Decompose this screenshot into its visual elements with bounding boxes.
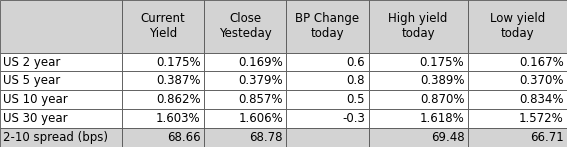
Text: 68.66: 68.66 xyxy=(167,131,201,144)
Text: 0.169%: 0.169% xyxy=(238,56,283,69)
Bar xyxy=(204,53,286,71)
Text: 0.6: 0.6 xyxy=(346,56,365,69)
Text: 0.870%: 0.870% xyxy=(420,93,464,106)
Text: 1.618%: 1.618% xyxy=(420,112,464,125)
Bar xyxy=(0,71,122,90)
Text: -0.3: -0.3 xyxy=(342,112,365,125)
Text: High yield
today: High yield today xyxy=(388,12,448,40)
Bar xyxy=(0,0,122,53)
Bar xyxy=(468,128,567,147)
Bar xyxy=(468,90,567,109)
Bar xyxy=(0,90,122,109)
Bar xyxy=(468,71,567,90)
Bar xyxy=(286,109,369,128)
Bar xyxy=(204,71,286,90)
Text: US 30 year: US 30 year xyxy=(3,112,68,125)
Bar xyxy=(369,109,468,128)
Bar xyxy=(122,71,204,90)
Text: 0.857%: 0.857% xyxy=(239,93,283,106)
Bar xyxy=(204,128,286,147)
Bar xyxy=(369,128,468,147)
Text: US 2 year: US 2 year xyxy=(3,56,61,69)
Bar xyxy=(468,53,567,71)
Text: 0.175%: 0.175% xyxy=(420,56,464,69)
Bar xyxy=(286,128,369,147)
Bar xyxy=(204,109,286,128)
Text: 0.8: 0.8 xyxy=(346,74,365,87)
Text: 0.862%: 0.862% xyxy=(156,93,201,106)
Text: 1.606%: 1.606% xyxy=(238,112,283,125)
Bar xyxy=(122,109,204,128)
Text: BP Change
today: BP Change today xyxy=(295,12,359,40)
Text: 1.603%: 1.603% xyxy=(156,112,201,125)
Bar xyxy=(286,0,369,53)
Bar xyxy=(468,0,567,53)
Text: 0.379%: 0.379% xyxy=(238,74,283,87)
Text: 68.78: 68.78 xyxy=(249,131,283,144)
Bar xyxy=(122,128,204,147)
Text: 0.834%: 0.834% xyxy=(519,93,564,106)
Text: Current
Yield: Current Yield xyxy=(141,12,185,40)
Bar xyxy=(0,109,122,128)
Text: 0.387%: 0.387% xyxy=(156,74,201,87)
Text: 66.71: 66.71 xyxy=(530,131,564,144)
Bar xyxy=(122,0,204,53)
Bar xyxy=(369,90,468,109)
Text: 0.370%: 0.370% xyxy=(519,74,564,87)
Bar xyxy=(369,0,468,53)
Bar xyxy=(0,128,122,147)
Bar xyxy=(286,90,369,109)
Text: Low yield
today: Low yield today xyxy=(490,12,545,40)
Text: 0.175%: 0.175% xyxy=(156,56,201,69)
Bar xyxy=(286,53,369,71)
Bar xyxy=(122,53,204,71)
Text: 69.48: 69.48 xyxy=(431,131,464,144)
Bar xyxy=(122,90,204,109)
Bar xyxy=(468,109,567,128)
Text: US 10 year: US 10 year xyxy=(3,93,68,106)
Bar xyxy=(204,90,286,109)
Bar xyxy=(204,0,286,53)
Text: 1.572%: 1.572% xyxy=(519,112,564,125)
Text: US 5 year: US 5 year xyxy=(3,74,61,87)
Text: 0.167%: 0.167% xyxy=(519,56,564,69)
Bar xyxy=(369,71,468,90)
Text: 0.389%: 0.389% xyxy=(420,74,464,87)
Text: Close
Yesteday: Close Yesteday xyxy=(219,12,272,40)
Text: 0.5: 0.5 xyxy=(346,93,365,106)
Bar xyxy=(0,53,122,71)
Bar xyxy=(286,71,369,90)
Text: 2-10 spread (bps): 2-10 spread (bps) xyxy=(3,131,108,144)
Bar xyxy=(369,53,468,71)
